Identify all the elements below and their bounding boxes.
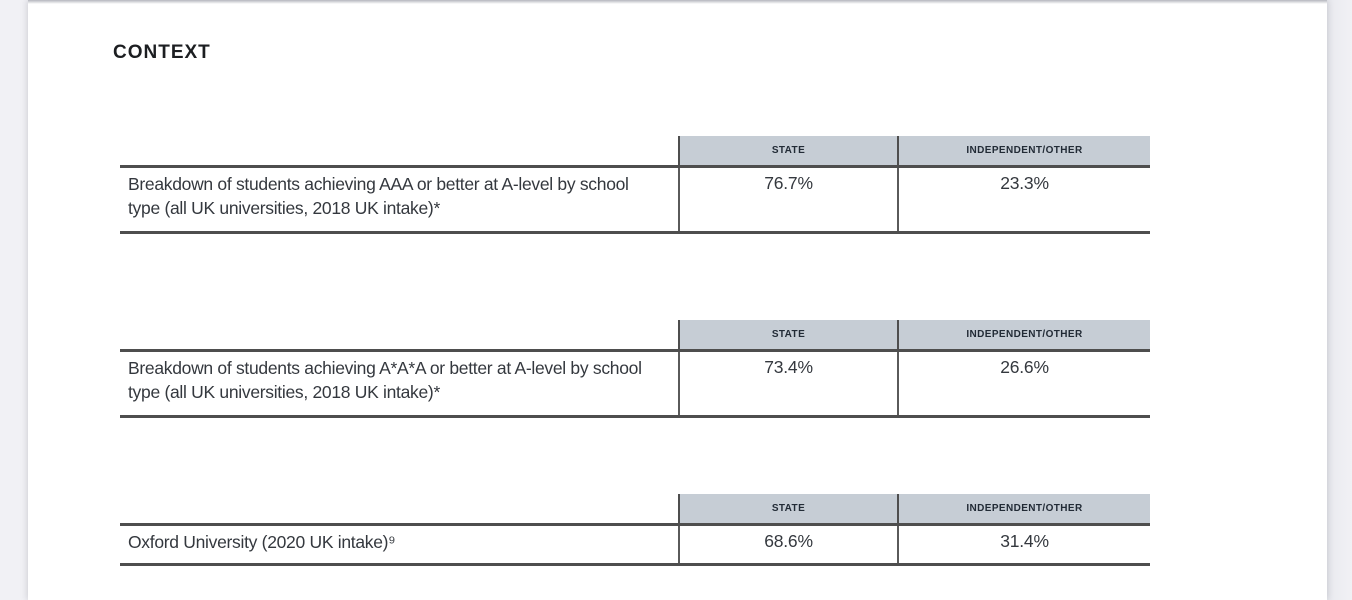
independent-other-value: 31.4% [897, 526, 1150, 563]
header-spacer-cell [120, 136, 678, 165]
independent-other-value: 26.6% [897, 352, 1150, 415]
table-row: Oxford University (2020 UK intake)⁹ 68.6… [120, 526, 1150, 566]
column-header-state: STATE [678, 320, 897, 349]
column-header-independent-other: INDEPENDENT/OTHER [897, 320, 1150, 349]
state-value: 68.6% [678, 526, 897, 563]
table-header-row: STATE INDEPENDENT/OTHER [120, 136, 1150, 168]
column-header-independent-other: INDEPENDENT/OTHER [897, 494, 1150, 523]
table-header-row: STATE INDEPENDENT/OTHER [120, 320, 1150, 352]
row-label: Breakdown of students achieving AAA or b… [128, 174, 629, 218]
row-label: Oxford University (2020 UK intake)⁹ [128, 532, 396, 552]
table-header-row: STATE INDEPENDENT/OTHER [120, 494, 1150, 526]
state-value: 73.4% [678, 352, 897, 415]
column-header-state: STATE [678, 136, 897, 165]
independent-other-value: 23.3% [897, 168, 1150, 231]
document-page: CONTEXT STATE INDEPENDENT/OTHER Breakdow… [28, 0, 1327, 600]
state-value: 76.7% [678, 168, 897, 231]
table-row: Breakdown of students achieving AAA or b… [120, 168, 1150, 234]
viewer-right-margin [1327, 0, 1352, 600]
row-label: Breakdown of students achieving A*A*A or… [128, 358, 642, 402]
column-header-state: STATE [678, 494, 897, 523]
header-spacer-cell [120, 320, 678, 349]
column-header-independent-other: INDEPENDENT/OTHER [897, 136, 1150, 165]
header-spacer-cell [120, 494, 678, 523]
table-oxford-intake: STATE INDEPENDENT/OTHER Oxford Universit… [120, 494, 1150, 566]
viewer-left-margin [0, 0, 28, 600]
table-row: Breakdown of students achieving A*A*A or… [120, 352, 1150, 418]
page-title: CONTEXT [113, 42, 211, 63]
table-astar-breakdown: STATE INDEPENDENT/OTHER Breakdown of stu… [120, 320, 1150, 418]
table-aaa-breakdown: STATE INDEPENDENT/OTHER Breakdown of stu… [120, 136, 1150, 234]
